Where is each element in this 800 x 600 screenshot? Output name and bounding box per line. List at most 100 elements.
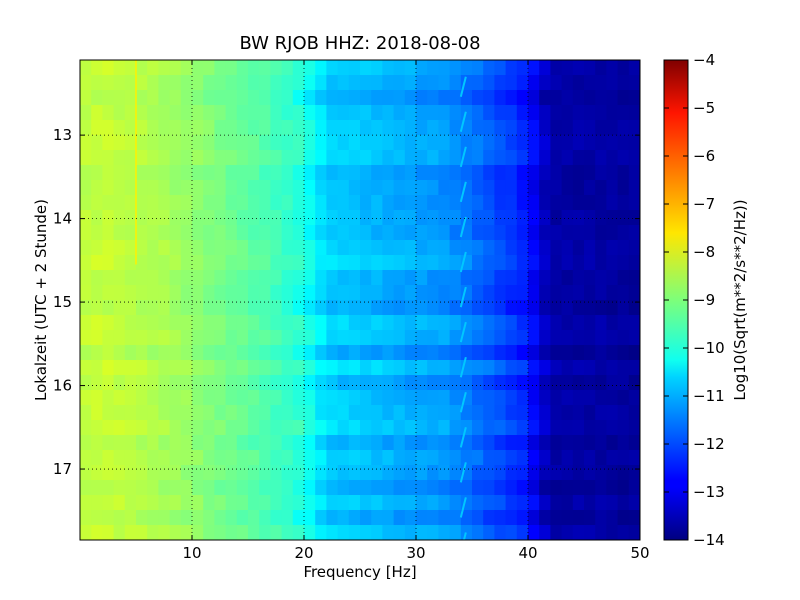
heatmap-cell [539, 405, 551, 421]
heatmap-cell [371, 450, 383, 466]
heatmap-cell [483, 180, 495, 196]
colorbar-tick-label: −5 [693, 99, 715, 117]
heatmap-cell [539, 150, 551, 166]
heatmap-cell [494, 330, 507, 346]
heatmap-cell [483, 435, 495, 451]
heatmap-cell [393, 285, 406, 301]
heatmap-cell [281, 105, 294, 121]
heatmap-cell [595, 180, 607, 196]
heatmap-cell [102, 120, 115, 136]
heatmap-cell [606, 255, 619, 271]
heatmap-cell [472, 315, 484, 331]
heatmap-cell [292, 135, 305, 151]
colorbar: −4−5−6−7−8−9−10−11−12−13−14 Log10(Sqrt(m… [663, 51, 749, 549]
heatmap-cell [124, 240, 137, 256]
heatmap-cell [539, 525, 551, 540]
heatmap-cell [147, 450, 159, 466]
heatmap-cell [438, 510, 451, 526]
heatmap-cell [427, 210, 439, 226]
heatmap-cell [539, 435, 551, 451]
heatmap-cell [494, 150, 507, 166]
heatmap-cell [393, 420, 406, 436]
heatmap-cell [505, 285, 518, 301]
heatmap-cell [628, 420, 640, 436]
heatmap-cell [460, 225, 473, 241]
heatmap-cell [539, 255, 551, 271]
heatmap-cell [472, 210, 484, 226]
heatmap-cell [292, 360, 305, 376]
heatmap-cell [169, 330, 182, 346]
heatmap-cell [91, 75, 103, 91]
heatmap-cell [102, 165, 115, 181]
heatmap-cell [606, 90, 619, 106]
heatmap-cell [180, 510, 193, 526]
heatmap-cell [304, 330, 316, 346]
heatmap-cell [91, 375, 103, 391]
heatmap-cell [214, 165, 227, 181]
heatmap-cell [192, 345, 204, 361]
colorbar-tick-label: −10 [693, 339, 725, 357]
heatmap-cell [158, 255, 171, 271]
heatmap-cell [113, 285, 126, 301]
heatmap-cell [382, 165, 395, 181]
heatmap-cell [203, 510, 215, 526]
heatmap-cell [494, 180, 507, 196]
heatmap-cell [292, 105, 305, 121]
heatmap-cell [281, 225, 294, 241]
heatmap-cell [158, 510, 171, 526]
heatmap-cell [214, 300, 227, 316]
heatmap-cell [180, 75, 193, 91]
heatmap-cell [371, 240, 383, 256]
heatmap-cell [516, 315, 529, 331]
heatmap-cell [572, 270, 585, 286]
heatmap-cell [404, 450, 417, 466]
heatmap-cell [393, 495, 406, 511]
spectrogram-heatmap [80, 60, 640, 540]
heatmap-cell [292, 465, 305, 481]
heatmap-cell [371, 420, 383, 436]
heatmap-cell [393, 360, 406, 376]
heatmap-cell [472, 375, 484, 391]
heatmap-cell [270, 270, 283, 286]
heatmap-cell [281, 300, 294, 316]
heatmap-cell [225, 450, 238, 466]
heatmap-cell [281, 180, 294, 196]
heatmap-cell [203, 420, 215, 436]
heatmap-cell [561, 420, 574, 436]
heatmap-cell [113, 75, 126, 91]
heatmap-cell [427, 465, 439, 481]
heatmap-cell [214, 495, 227, 511]
heatmap-cell [449, 480, 462, 496]
heatmap-cell [617, 165, 630, 181]
heatmap-cell [315, 105, 327, 121]
heatmap-cell [169, 105, 182, 121]
heatmap-cell [225, 525, 238, 540]
heatmap-cell [315, 525, 327, 540]
heatmap-cell [225, 165, 238, 181]
heatmap-cell [427, 120, 439, 136]
heatmap-cell [192, 180, 204, 196]
heatmap-cell [192, 330, 204, 346]
heatmap-cell [270, 345, 283, 361]
heatmap-cell [315, 315, 327, 331]
heatmap-cell [326, 150, 339, 166]
heatmap-cell [416, 480, 428, 496]
heatmap-cell [270, 75, 283, 91]
heatmap-cell [158, 300, 171, 316]
heatmap-cell [225, 60, 238, 76]
heatmap-cell [124, 525, 137, 540]
heatmap-cell [203, 525, 215, 540]
heatmap-cell [584, 255, 596, 271]
heatmap-cell [102, 150, 115, 166]
heatmap-cell [460, 450, 473, 466]
heatmap-cell [472, 480, 484, 496]
heatmap-cell [248, 180, 260, 196]
heatmap-cell [360, 435, 372, 451]
heatmap-cell [169, 300, 182, 316]
heatmap-cell [113, 240, 126, 256]
heatmap-cell [113, 180, 126, 196]
heatmap-cell [315, 150, 327, 166]
heatmap-cell [214, 90, 227, 106]
heatmap-cell [248, 150, 260, 166]
heatmap-cell [494, 360, 507, 376]
